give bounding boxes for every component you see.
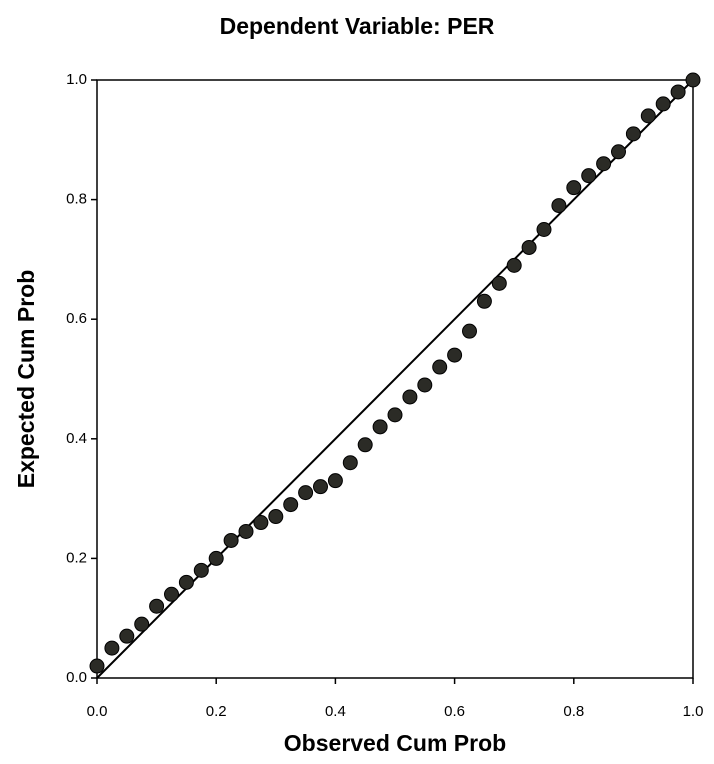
- point: [253, 515, 269, 531]
- point: [342, 455, 358, 471]
- point: [640, 108, 656, 124]
- point: [298, 485, 314, 501]
- point: [402, 389, 418, 405]
- point: [283, 497, 299, 513]
- point: [238, 523, 254, 539]
- point: [581, 168, 597, 184]
- point: [372, 419, 388, 435]
- point: [164, 586, 179, 602]
- point: [268, 509, 284, 525]
- y-tick-label: 0.4: [66, 430, 87, 447]
- y-tick-label: 0.2: [66, 549, 87, 566]
- point: [566, 180, 582, 196]
- point: [417, 377, 433, 393]
- plot-frame: [96, 79, 694, 679]
- x-tick-label: 0.6: [444, 703, 465, 720]
- point: [223, 532, 239, 548]
- point: [134, 616, 150, 632]
- y-tick-label: 0.0: [66, 669, 87, 686]
- point: [670, 84, 686, 100]
- point: [387, 407, 403, 423]
- point: [506, 257, 522, 273]
- x-tick-label: 0.4: [325, 703, 346, 720]
- point: [178, 574, 194, 590]
- point: [447, 347, 463, 363]
- x-tick-label: 0.0: [87, 703, 108, 720]
- point: [193, 562, 209, 578]
- y-axis-title: Expected Cum Prob: [13, 270, 39, 489]
- point: [655, 96, 671, 112]
- point: [89, 658, 105, 674]
- point: [685, 72, 701, 88]
- y-tick-label: 0.6: [66, 310, 87, 327]
- point: [462, 323, 477, 339]
- chart-title: Dependent Variable: PER: [220, 13, 495, 39]
- point: [491, 275, 507, 291]
- point: [208, 550, 224, 566]
- point: [536, 222, 552, 237]
- point: [357, 437, 373, 453]
- point: [476, 293, 492, 309]
- point: [596, 156, 612, 172]
- point: [119, 628, 135, 644]
- x-axis-title: Observed Cum Prob: [284, 730, 506, 756]
- point: [625, 126, 641, 142]
- y-tick-label: 1.0: [66, 71, 87, 88]
- point: [327, 473, 343, 489]
- point: [313, 479, 328, 495]
- point: [432, 359, 448, 375]
- y-tick-label: 0.8: [66, 191, 87, 208]
- point: [149, 598, 165, 614]
- point: [551, 198, 567, 214]
- point: [521, 239, 537, 255]
- x-tick-label: 0.8: [563, 703, 584, 720]
- point: [104, 640, 120, 656]
- point: [611, 144, 626, 160]
- x-tick-label: 0.2: [206, 703, 227, 720]
- x-tick-label: 1.0: [683, 703, 704, 720]
